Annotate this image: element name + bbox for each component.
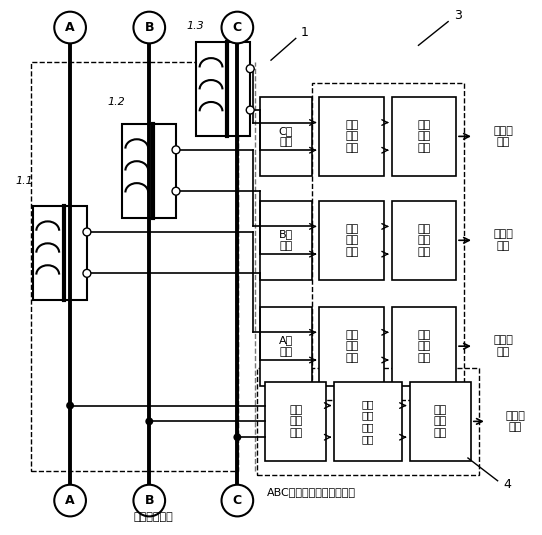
Text: 电流
取样
单元: 电流 取样 单元 — [345, 224, 358, 257]
Circle shape — [222, 485, 253, 516]
Text: B: B — [145, 21, 154, 34]
Circle shape — [133, 12, 165, 43]
Circle shape — [54, 12, 86, 43]
Text: B相
电流: B相 电流 — [279, 230, 293, 251]
Bar — [257, 368, 479, 475]
Text: 4: 4 — [504, 478, 512, 491]
Bar — [260, 307, 312, 386]
Text: 电压
取样
单元: 电压 取样 单元 — [434, 405, 447, 438]
Bar — [196, 42, 250, 136]
Text: 电流
信号
滤波: 电流 信号 滤波 — [417, 330, 430, 363]
Text: 到处理
电路: 到处理 电路 — [506, 410, 525, 432]
Bar — [260, 97, 312, 176]
Text: B: B — [145, 494, 154, 507]
Text: A相
电流: A相 电流 — [279, 335, 293, 357]
Text: 电流
取样
单元: 电流 取样 单元 — [345, 330, 358, 363]
Text: 电压
电流
变换: 电压 电流 变换 — [289, 405, 302, 438]
Text: 低压输电线路: 低压输电线路 — [134, 513, 173, 522]
Bar — [392, 201, 456, 280]
Text: C: C — [233, 494, 242, 507]
Bar — [33, 205, 87, 300]
Text: C相
电流: C相 电流 — [279, 126, 293, 147]
Text: 高压
隔离
变换
单元: 高压 隔离 变换 单元 — [362, 399, 374, 444]
Bar — [392, 97, 456, 176]
Circle shape — [83, 270, 91, 277]
Text: 1.3: 1.3 — [187, 20, 205, 30]
Circle shape — [172, 187, 180, 195]
Bar — [319, 97, 384, 176]
Text: 1: 1 — [301, 26, 308, 39]
Text: 到处理
电路: 到处理 电路 — [494, 335, 513, 357]
Circle shape — [246, 106, 254, 114]
Bar — [260, 201, 312, 280]
Bar — [30, 62, 238, 471]
Bar — [265, 382, 326, 461]
Bar — [334, 382, 402, 461]
Text: C: C — [233, 21, 242, 34]
Text: 电流
信号
滤波: 电流 信号 滤波 — [417, 120, 430, 153]
Circle shape — [66, 402, 74, 409]
Text: 3: 3 — [454, 9, 462, 22]
Text: 电流
取样
单元: 电流 取样 单元 — [345, 120, 358, 153]
Circle shape — [145, 417, 153, 425]
Circle shape — [54, 485, 86, 516]
Circle shape — [133, 485, 165, 516]
Bar — [319, 201, 384, 280]
Bar — [312, 83, 464, 400]
Circle shape — [222, 12, 253, 43]
Text: 到处理
电路: 到处理 电路 — [494, 126, 513, 147]
Bar — [410, 382, 471, 461]
Circle shape — [172, 146, 180, 154]
Circle shape — [246, 65, 254, 73]
Text: 1.2: 1.2 — [108, 97, 126, 107]
Circle shape — [83, 228, 91, 236]
Text: A: A — [65, 494, 75, 507]
Text: ABC三相电压一次提取电路: ABC三相电压一次提取电路 — [267, 487, 356, 496]
Text: A: A — [65, 21, 75, 34]
Bar — [392, 307, 456, 386]
Text: 到处理
电路: 到处理 电路 — [494, 230, 513, 251]
Circle shape — [234, 433, 241, 441]
Text: 1.1: 1.1 — [16, 176, 34, 186]
Bar — [121, 124, 176, 218]
Bar — [319, 307, 384, 386]
Text: 电流
信号
滤波: 电流 信号 滤波 — [417, 224, 430, 257]
